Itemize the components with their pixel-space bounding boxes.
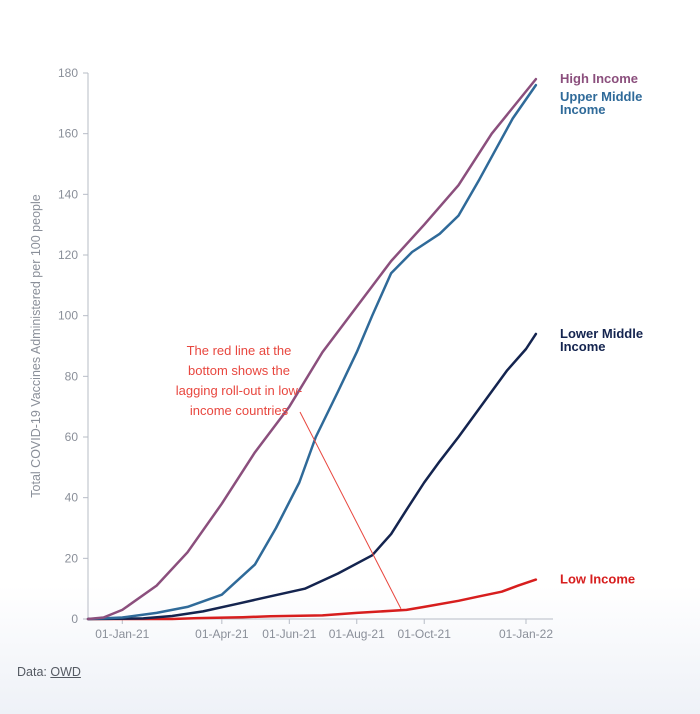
source-prefix: Data: bbox=[17, 665, 51, 679]
series-line-upper-middle-income bbox=[86, 83, 538, 621]
x-tick-label: 01-Jun-21 bbox=[262, 627, 316, 641]
x-tick-label: 01-Jan-22 bbox=[499, 627, 553, 641]
y-tick-label: 160 bbox=[58, 127, 78, 141]
series-label-upper-middle-income: Income bbox=[560, 102, 606, 117]
series-label-lower-middle-income: Lower Middle bbox=[560, 326, 643, 341]
series-label-high-income: High Income bbox=[560, 71, 638, 86]
x-axis-ticks: 01-Jan-21 01-Apr-21 01-Jun-21 01-Aug-21 01-O… bbox=[95, 619, 553, 641]
y-tick-label: 80 bbox=[65, 369, 79, 383]
y-tick-label: 40 bbox=[65, 491, 79, 505]
annotation-text: The red line at the bottom shows the laggi… bbox=[176, 343, 302, 418]
annotation-line: lagging roll-out in low- bbox=[176, 383, 302, 398]
y-axis-title: Total COVID-19 Vaccines Administered per… bbox=[29, 194, 43, 497]
y-tick-label: 100 bbox=[58, 309, 78, 323]
data-source: Data: OWD bbox=[17, 665, 81, 679]
x-tick-label: 01-Oct-21 bbox=[398, 627, 452, 641]
annotation-line: income countries bbox=[190, 403, 289, 418]
y-tick-label: 120 bbox=[58, 248, 78, 262]
series-label-lower-middle-income: Income bbox=[560, 339, 606, 354]
series-lines bbox=[86, 77, 538, 621]
series-line-low-income bbox=[86, 578, 538, 621]
y-tick-label: 20 bbox=[65, 551, 79, 565]
x-tick-label: 01-Apr-21 bbox=[195, 627, 249, 641]
x-tick-label: 01-Aug-21 bbox=[329, 627, 385, 641]
series-line-high-income bbox=[86, 77, 538, 621]
x-tick-label: 01-Jan-21 bbox=[95, 627, 149, 641]
y-tick-label: 140 bbox=[58, 187, 78, 201]
y-tick-label: 180 bbox=[58, 66, 78, 80]
series-label-upper-middle-income: Upper Middle bbox=[560, 89, 642, 104]
series-line-lower-middle-income bbox=[86, 332, 538, 621]
y-tick-label: 0 bbox=[71, 612, 78, 626]
source-link[interactable]: OWD bbox=[50, 665, 81, 679]
annotation-pointer-line bbox=[299, 411, 402, 610]
series-label-low-income: Low Income bbox=[560, 572, 635, 587]
chart-axes bbox=[87, 73, 553, 620]
annotation: The red line at the bottom shows the laggi… bbox=[176, 343, 402, 610]
y-tick-label: 60 bbox=[65, 430, 79, 444]
annotation-line: bottom shows the bbox=[188, 363, 290, 378]
y-axis-ticks: 0 20 40 60 80 100 120 140 160 180 bbox=[58, 66, 88, 626]
annotation-line: The red line at the bbox=[187, 343, 292, 358]
